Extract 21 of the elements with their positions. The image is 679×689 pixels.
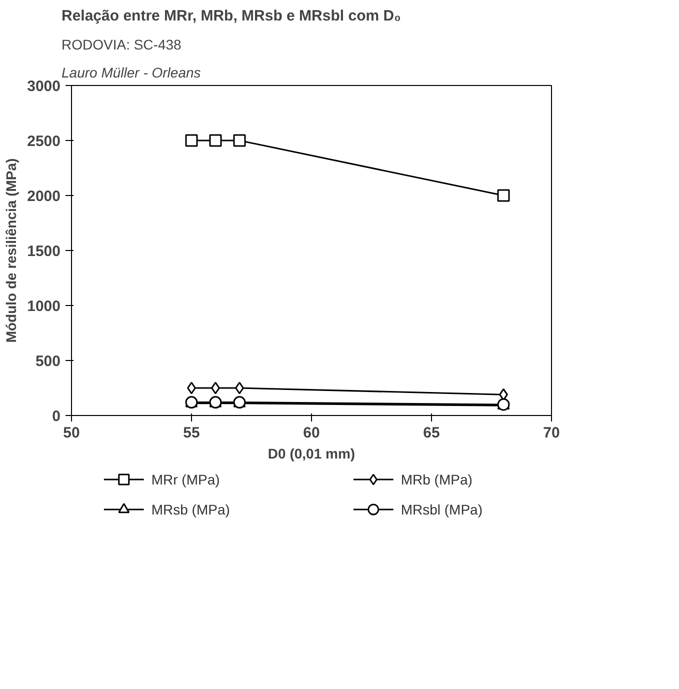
y-tick-label: 2500 — [27, 133, 61, 150]
x-tick-label: 50 — [63, 424, 80, 442]
legend-label: MRr (MPa) — [151, 472, 220, 488]
chart-subtitle: RODOVIA: SC-438 — [62, 36, 182, 52]
chart-title: Relação entre MRr, MRb, MRsb e MRsbl com D₀ — [62, 8, 401, 24]
legend-label: MRsb (MPa) — [151, 502, 230, 518]
text: Lauro Müller - Orleans — [62, 64, 201, 80]
y-tick-label: 2000 — [27, 188, 61, 205]
y-tick-label: 3000 — [27, 78, 61, 95]
y-axis-title: Módulo de resiliência (MPa) — [3, 158, 20, 343]
x-tick-label: 55 — [183, 424, 200, 442]
x-tick-label: 65 — [423, 424, 440, 442]
legend-label: MRsbl (MPa) — [400, 502, 483, 518]
x-tick-label: 70 — [543, 424, 560, 442]
y-tick-label: 1500 — [27, 243, 61, 260]
y-tick-label: 500 — [35, 353, 61, 370]
legend-label: MRb (MPa) — [400, 472, 472, 488]
x-tick-label: 60 — [303, 424, 320, 442]
y-tick-label: 1000 — [27, 298, 61, 315]
y-tick-label: 0 — [52, 408, 60, 425]
x-axis-title: D0 (0,01 mm) — [268, 446, 356, 462]
